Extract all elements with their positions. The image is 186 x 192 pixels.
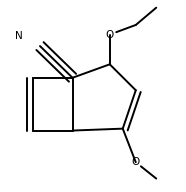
- Text: N: N: [15, 31, 23, 41]
- Text: O: O: [106, 30, 114, 40]
- Text: O: O: [132, 157, 140, 167]
